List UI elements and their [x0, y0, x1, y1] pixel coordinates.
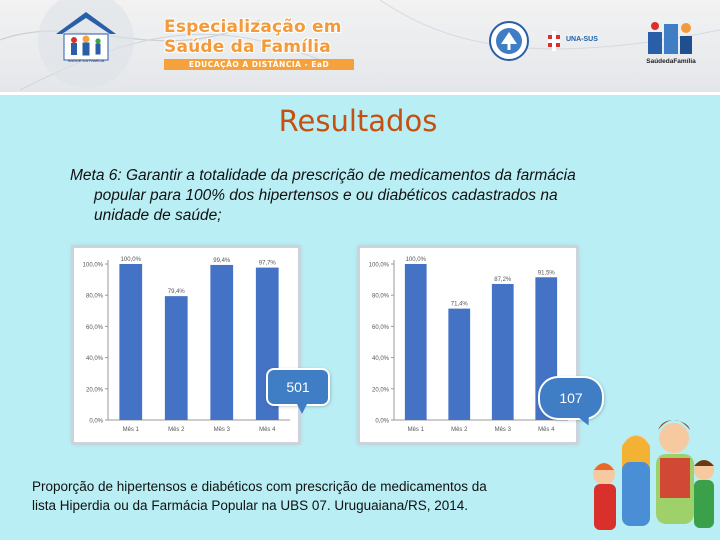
chart-left-frame: 0,0% 20,0% 40,0% 60,0% 80,0% 100,0% 100,0% Mês … — [74, 248, 298, 442]
chart-right-y-tick-label: 0,0% — [375, 419, 389, 425]
chart-right-bar-1 — [404, 264, 427, 420]
chart-right-value-label-3: 87,2% — [494, 277, 512, 283]
goal-line-3: unidade de saúde; — [94, 207, 222, 224]
chart-right: 0,0% 20,0% 40,0% 60,0% 80,0% 100,0% 100,0% Mês … — [369, 257, 568, 433]
saude-da-familia-house-logo — [56, 12, 116, 61]
family-figure-father — [656, 420, 694, 524]
family-figure-mother — [622, 435, 650, 526]
chart-left-category-label-4: Mês 4 — [259, 427, 276, 433]
goal-statement: Meta 6: Garantir a totalidade da prescri… — [70, 166, 670, 226]
chart-right-y-tick-label: 20,0% — [372, 387, 390, 393]
chart-left-y-tick-label: 0,0% — [89, 419, 103, 425]
family-figure-child-left — [593, 463, 616, 530]
chart-left-y-tick-label: 40,0% — [86, 356, 104, 362]
header-bar: SAÚDE DA FAMÍLIA Especialização em Saúde… — [0, 0, 720, 92]
chart-right-frame: 0,0% 20,0% 40,0% 60,0% 80,0% 100,0% 100,0% Mês … — [360, 248, 576, 442]
saude-da-familia-ministry-logo — [648, 22, 692, 54]
chart-left-bar-2 — [164, 296, 188, 420]
ministry-logo-caption: SaúdedaFamília — [646, 58, 696, 65]
chart-right-bar-3 — [491, 283, 514, 420]
chart-right-y-tick-label: 40,0% — [372, 356, 390, 362]
chart-right-bar-2 — [448, 308, 471, 420]
unasus-label: UNA-SUS — [566, 36, 598, 43]
banner-line-1: Especialização em — [164, 17, 342, 37]
chart-left-y-tick-label: 60,0% — [86, 325, 104, 331]
chart-left-y-tick-label: 100,0% — [83, 263, 104, 269]
chart-right-category-label-2: Mês 2 — [451, 427, 468, 433]
caption-line-1: Proporção de hipertensos e diabéticos co… — [32, 479, 487, 494]
chart-left-value-label-4: 97,7% — [259, 261, 277, 267]
chart-right-y-tick-label: 60,0% — [372, 325, 390, 331]
goal-line-2: popular para 100% dos hipertensos e ou d… — [94, 187, 558, 204]
slide-title: Resultados — [278, 104, 438, 138]
chart-right-value-label-2: 71,4% — [451, 302, 469, 308]
chart-left: 0,0% 20,0% 40,0% 60,0% 80,0% 100,0% 100,0% Mês … — [83, 257, 290, 433]
chart-right-y-tick-label: 100,0% — [369, 263, 390, 269]
house-logo-caption: SAÚDE DA FAMÍLIA — [67, 58, 105, 63]
family-figure-child-right — [694, 460, 714, 528]
chart-left-category-label-1: Mês 1 — [123, 427, 140, 433]
callout-left-count: 501 — [268, 370, 328, 414]
banner-line-2: Saúde da Família — [164, 37, 331, 57]
callout-right-value: 107 — [559, 390, 583, 406]
figure-caption: Proporção de hipertensos e diabéticos co… — [32, 477, 592, 515]
callout-left-value: 501 — [286, 379, 310, 395]
course-banner: Especialização em Saúde da Família EDUCA… — [156, 14, 360, 72]
chart-right-value-label-1: 100,0% — [406, 257, 427, 263]
goal-line-1: Meta 6: Garantir a totalidade da prescri… — [70, 166, 670, 186]
family-illustration — [593, 420, 714, 530]
chart-left-bar-3 — [210, 264, 234, 420]
university-seal-logo — [489, 21, 529, 61]
unasus-logo — [548, 31, 560, 51]
chart-right-category-label-1: Mês 1 — [408, 427, 425, 433]
goal-label: Meta 6 — [70, 167, 118, 184]
chart-left-y-tick-label: 20,0% — [86, 387, 104, 393]
callout-left-tail — [296, 402, 308, 414]
chart-right-category-label-4: Mês 4 — [538, 427, 555, 433]
chart-left-value-label-1: 100,0% — [121, 257, 142, 263]
goal-line-1-text: : Garantir a totalidade da prescrição de… — [117, 167, 576, 184]
chart-left-category-label-2: Mês 2 — [168, 427, 185, 433]
chart-right-y-tick-label: 80,0% — [372, 294, 390, 300]
chart-left-category-label-3: Mês 3 — [214, 427, 231, 433]
chart-right-value-label-4: 91,5% — [538, 270, 556, 276]
caption-line-2: lista Hiperdia ou da Farmácia Popular na… — [32, 498, 468, 513]
chart-right-category-label-3: Mês 3 — [495, 427, 512, 433]
chart-left-y-tick-label: 80,0% — [86, 294, 104, 300]
chart-left-value-label-2: 79,4% — [168, 289, 186, 295]
banner-line-3: EDUCAÇÃO A DISTÂNCIA - EaD — [164, 59, 354, 70]
callout-right-count: 107 — [540, 378, 602, 428]
chart-left-value-label-3: 99,4% — [213, 258, 231, 264]
chart-left-bar-1 — [119, 264, 143, 420]
